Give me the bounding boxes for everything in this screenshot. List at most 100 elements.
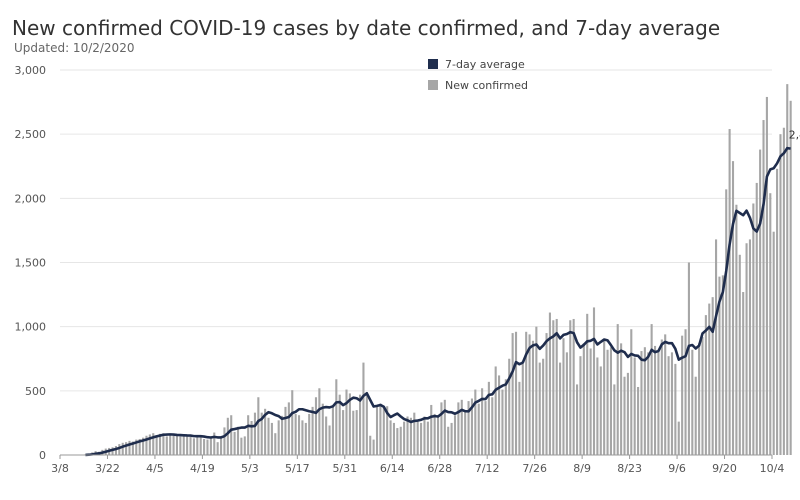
bar-new-confirmed [355, 410, 358, 455]
bar-new-confirmed [708, 303, 711, 455]
bar-new-confirmed [270, 422, 273, 455]
bar-new-confirmed [162, 433, 165, 455]
x-axis-labels: 3/8 3/22 4/5 4/19 5/3 5/17 5/31 6/14 6/28 7/12 7/2… [51, 455, 784, 475]
bar-new-confirmed [765, 96, 768, 455]
bar-new-confirmed [603, 339, 606, 455]
bar-new-confirmed [718, 276, 721, 455]
bar-new-confirmed [491, 397, 494, 455]
bar-new-confirmed [236, 426, 240, 455]
bar-new-confirmed [626, 372, 629, 455]
bar-new-confirmed [508, 358, 511, 455]
bar-new-confirmed [518, 381, 521, 455]
bar-new-confirmed [542, 358, 545, 455]
bar-new-confirmed [423, 416, 426, 455]
bar-new-confirmed [145, 435, 148, 455]
bar-new-confirmed [525, 331, 528, 455]
bar-new-confirmed [528, 334, 531, 455]
bar-new-confirmed [572, 318, 575, 455]
bar-new-confirmed [772, 231, 775, 455]
bar-new-confirmed [531, 340, 535, 455]
bar-new-confirmed [409, 417, 412, 455]
bar-new-confirmed [318, 388, 321, 455]
bar-new-confirmed [779, 134, 782, 456]
bar-new-confirmed [660, 339, 663, 455]
x-tick-label: 3/22 [95, 462, 120, 475]
bar-new-confirmed [725, 189, 728, 455]
bar-new-confirmed [687, 262, 690, 455]
bar-new-confirmed [447, 426, 450, 455]
bar-new-confirmed [253, 412, 256, 455]
bar-new-confirmed [247, 415, 250, 455]
bar-new-confirmed [369, 435, 372, 455]
bar-new-confirmed [182, 435, 185, 455]
bar-new-confirmed [260, 412, 263, 455]
bar-new-confirmed [392, 422, 396, 455]
bar-new-confirmed [762, 120, 765, 456]
bar-new-confirmed [297, 415, 301, 455]
end-value-label: 2,439 [789, 129, 800, 142]
bar-new-confirmed [606, 349, 609, 455]
x-tick-label: 9/20 [712, 462, 737, 475]
bar-new-confirmed [138, 438, 141, 455]
bar-new-confirmed [311, 406, 314, 456]
bar-new-confirmed [359, 394, 362, 455]
bar-new-confirmed [338, 394, 341, 455]
bar-new-confirmed [457, 402, 460, 455]
bar-new-confirmed [189, 437, 192, 455]
bar-new-confirmed [589, 348, 592, 455]
bar-new-confirmed [592, 307, 596, 455]
bar-new-confirmed [481, 388, 484, 455]
x-tick-label: 5/3 [241, 462, 259, 475]
bar-new-confirmed [511, 333, 514, 455]
x-tick-label: 4/5 [146, 462, 164, 475]
bar-new-confirmed [596, 357, 599, 455]
bar-new-confirmed [460, 399, 463, 455]
bar-new-confirmed [192, 438, 195, 455]
bar-new-confirmed [664, 334, 667, 455]
bar-new-confirmed [152, 433, 155, 455]
bar-new-confirmed [599, 366, 602, 455]
bar-new-confirmed [623, 376, 626, 455]
bar-new-confirmed [433, 413, 436, 455]
bar-new-confirmed [413, 412, 416, 455]
bar-new-confirmed [609, 347, 612, 455]
bar-new-confirmed [545, 333, 548, 455]
bar-new-confirmed [196, 436, 199, 455]
bar-new-confirmed [169, 434, 172, 455]
x-tick-label: 8/23 [617, 462, 642, 475]
bar-new-confirmed [226, 417, 229, 455]
bar-new-confirmed [640, 351, 643, 455]
bar-new-confirmed [701, 336, 704, 455]
y-tick-label: 1,000 [15, 321, 47, 334]
bar-new-confirmed [314, 397, 318, 455]
bar-new-confirmed [633, 357, 636, 455]
bar-new-confirmed [704, 315, 707, 455]
bar-new-confirmed [498, 375, 501, 455]
bar-new-confirmed [786, 84, 789, 456]
bar-new-confirmed [667, 356, 670, 455]
bar-new-confirmed [304, 422, 307, 455]
x-tick-label: 8/9 [573, 462, 591, 475]
bar-new-confirmed [142, 437, 145, 455]
bar-new-confirmed [504, 379, 507, 455]
bar-new-confirmed [131, 441, 134, 455]
bar-new-confirmed [114, 446, 117, 455]
bar-new-confirmed [759, 149, 762, 455]
bar-new-confirmed [274, 433, 277, 455]
y-tick-label: 2,500 [15, 128, 47, 141]
bar-new-confirmed [416, 420, 419, 455]
bar-new-confirmed [691, 349, 694, 455]
bar-new-confirmed [135, 439, 138, 455]
bar-new-confirmed [630, 329, 633, 455]
bar-new-confirmed [698, 343, 701, 455]
bar-new-confirmed [301, 420, 304, 455]
bar-new-confirmed [484, 401, 487, 455]
bar-new-confirmed [158, 433, 162, 455]
bar-new-confirmed [436, 415, 440, 455]
bar-new-confirmed [721, 275, 724, 455]
bar-new-confirmed [213, 432, 216, 455]
bar-new-confirmed [372, 439, 375, 455]
bar-new-confirmed [172, 435, 175, 455]
x-tick-label: 5/17 [285, 462, 310, 475]
x-tick-label: 7/26 [522, 462, 547, 475]
